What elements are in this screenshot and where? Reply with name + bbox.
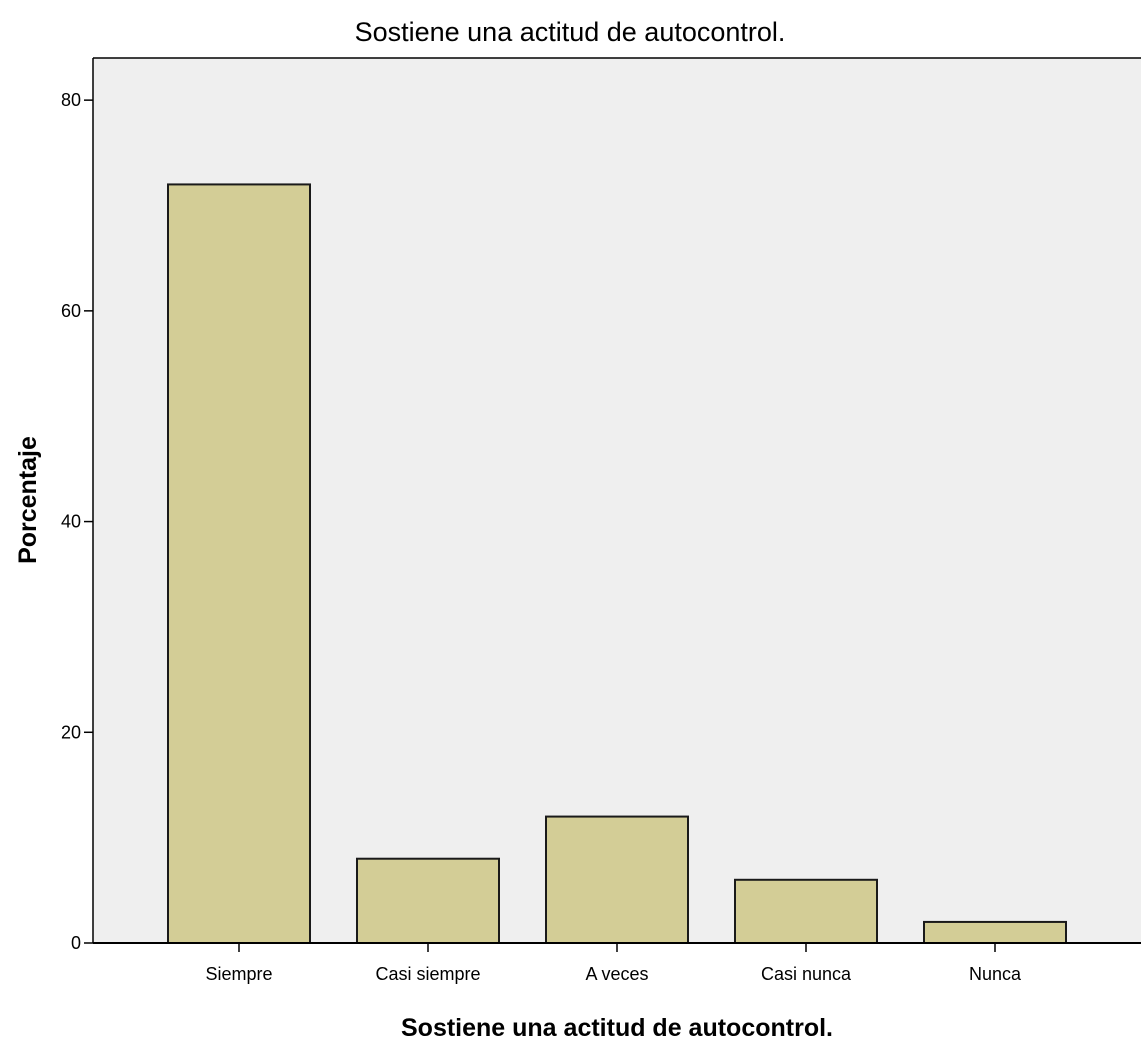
bar-nunca	[923, 920, 1067, 945]
x-tick-label: Casi nunca	[761, 964, 852, 984]
x-axis-label: Sostiene una actitud de autocontrol.	[401, 1014, 833, 1039]
y-tick-label: 0	[71, 933, 81, 953]
y-ticks-group: 0 20 40 60 80	[61, 90, 93, 953]
y-tick-label: 60	[61, 301, 81, 321]
bar-siempre	[167, 183, 311, 944]
bar-a-veces	[545, 815, 689, 944]
bars-group	[167, 183, 1067, 945]
y-tick-label: 20	[61, 722, 81, 742]
x-tick-label: Nunca	[969, 964, 1022, 984]
bar-casi-nunca	[734, 878, 878, 944]
y-tick-label: 40	[61, 512, 81, 532]
x-tick-label: Casi siempre	[375, 964, 480, 984]
y-tick-label: 80	[61, 90, 81, 110]
bar-casi-siempre	[356, 857, 500, 945]
x-tick-label: Siempre	[205, 964, 272, 984]
chart-title: Sostiene una actitud de autocontrol.	[355, 17, 786, 47]
y-axis-label: Porcentaje	[14, 436, 42, 564]
x-ticks-group: Siempre Casi siempre A veces Casi nunca Nunc…	[205, 943, 1022, 984]
x-tick-label: A veces	[585, 964, 648, 984]
